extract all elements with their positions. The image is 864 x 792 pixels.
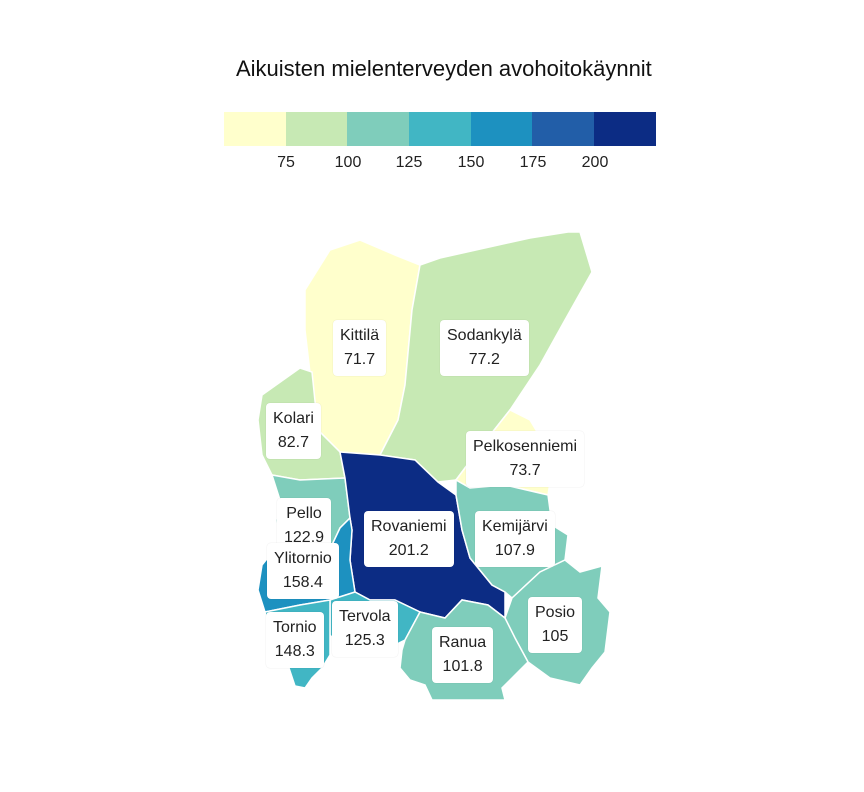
label-tervola: Tervola 125.3: [332, 601, 398, 657]
legend-swatch-3: [347, 112, 410, 146]
label-tervola-name: Tervola: [339, 608, 391, 625]
map-title: Aikuisten mielenterveyden avohoitokäynni…: [236, 56, 652, 81]
label-kemijarvi-value: 107.9: [494, 542, 535, 559]
legend-swatch-6: [532, 112, 595, 146]
legend-color-bar: [224, 112, 656, 146]
label-sodankyla: Sodankylä 77.2: [440, 320, 529, 376]
label-kittila: Kittilä 71.7: [333, 320, 387, 376]
label-pelkosenniemi: Pelkosenniemi 73.7: [466, 431, 585, 487]
legend-tick-100: 100: [334, 154, 362, 171]
legend-tick-150: 150: [457, 154, 485, 171]
label-kolari-name: Kolari: [273, 410, 314, 427]
label-tervola-value: 125.3: [344, 632, 385, 649]
label-pello-name: Pello: [286, 505, 322, 522]
color-legend: 75 100 125 150 175 200: [224, 112, 656, 171]
label-sodankyla-name: Sodankylä: [447, 327, 522, 344]
label-kittila-value: 71.7: [343, 351, 376, 368]
legend-swatch-7: [594, 112, 656, 146]
label-tornio: Tornio 148.3: [266, 612, 324, 668]
label-pello-value: 122.9: [284, 529, 325, 546]
legend-swatch-1: [224, 112, 286, 146]
label-ylitornio: Ylitornio 158.4: [267, 543, 339, 599]
label-tornio-name: Tornio: [273, 619, 317, 636]
label-rovaniemi: Rovaniemi 201.2: [364, 511, 454, 567]
label-rovaniemi-name: Rovaniemi: [371, 518, 447, 535]
label-kolari-value: 82.7: [277, 434, 310, 451]
label-ranua-value: 101.8: [442, 658, 483, 675]
label-kittila-name: Kittilä: [340, 327, 380, 344]
label-kolari: Kolari 82.7: [266, 403, 321, 459]
label-pelkosenniemi-name: Pelkosenniemi: [473, 438, 578, 455]
label-posio: Posio 105: [528, 597, 583, 653]
label-tornio-value: 148.3: [274, 643, 315, 660]
label-ylitornio-value: 158.4: [282, 574, 323, 591]
label-posio-value: 105: [541, 628, 569, 645]
legend-swatch-4: [409, 112, 471, 146]
legend-tick-175: 175: [519, 154, 547, 171]
legend-ticks: 75 100 125 150 175 200: [224, 112, 656, 171]
legend-tick-125: 125: [395, 154, 423, 171]
label-ylitornio-name: Ylitornio: [274, 550, 332, 567]
label-rovaniemi-value: 201.2: [388, 542, 429, 559]
legend-tick-200: 200: [581, 154, 609, 171]
legend-swatch-5: [470, 112, 533, 146]
label-kemijarvi: Kemijärvi 107.9: [475, 511, 555, 567]
legend-swatch-2: [285, 112, 348, 146]
label-pelkosenniemi-value: 73.7: [509, 462, 541, 479]
label-ranua-name: Ranua: [439, 634, 487, 651]
label-sodankyla-value: 77.2: [468, 351, 500, 368]
label-ranua: Ranua 101.8: [432, 627, 494, 683]
label-kemijarvi-name: Kemijärvi: [482, 518, 548, 535]
label-posio-name: Posio: [535, 604, 576, 621]
legend-tick-75: 75: [277, 154, 295, 171]
